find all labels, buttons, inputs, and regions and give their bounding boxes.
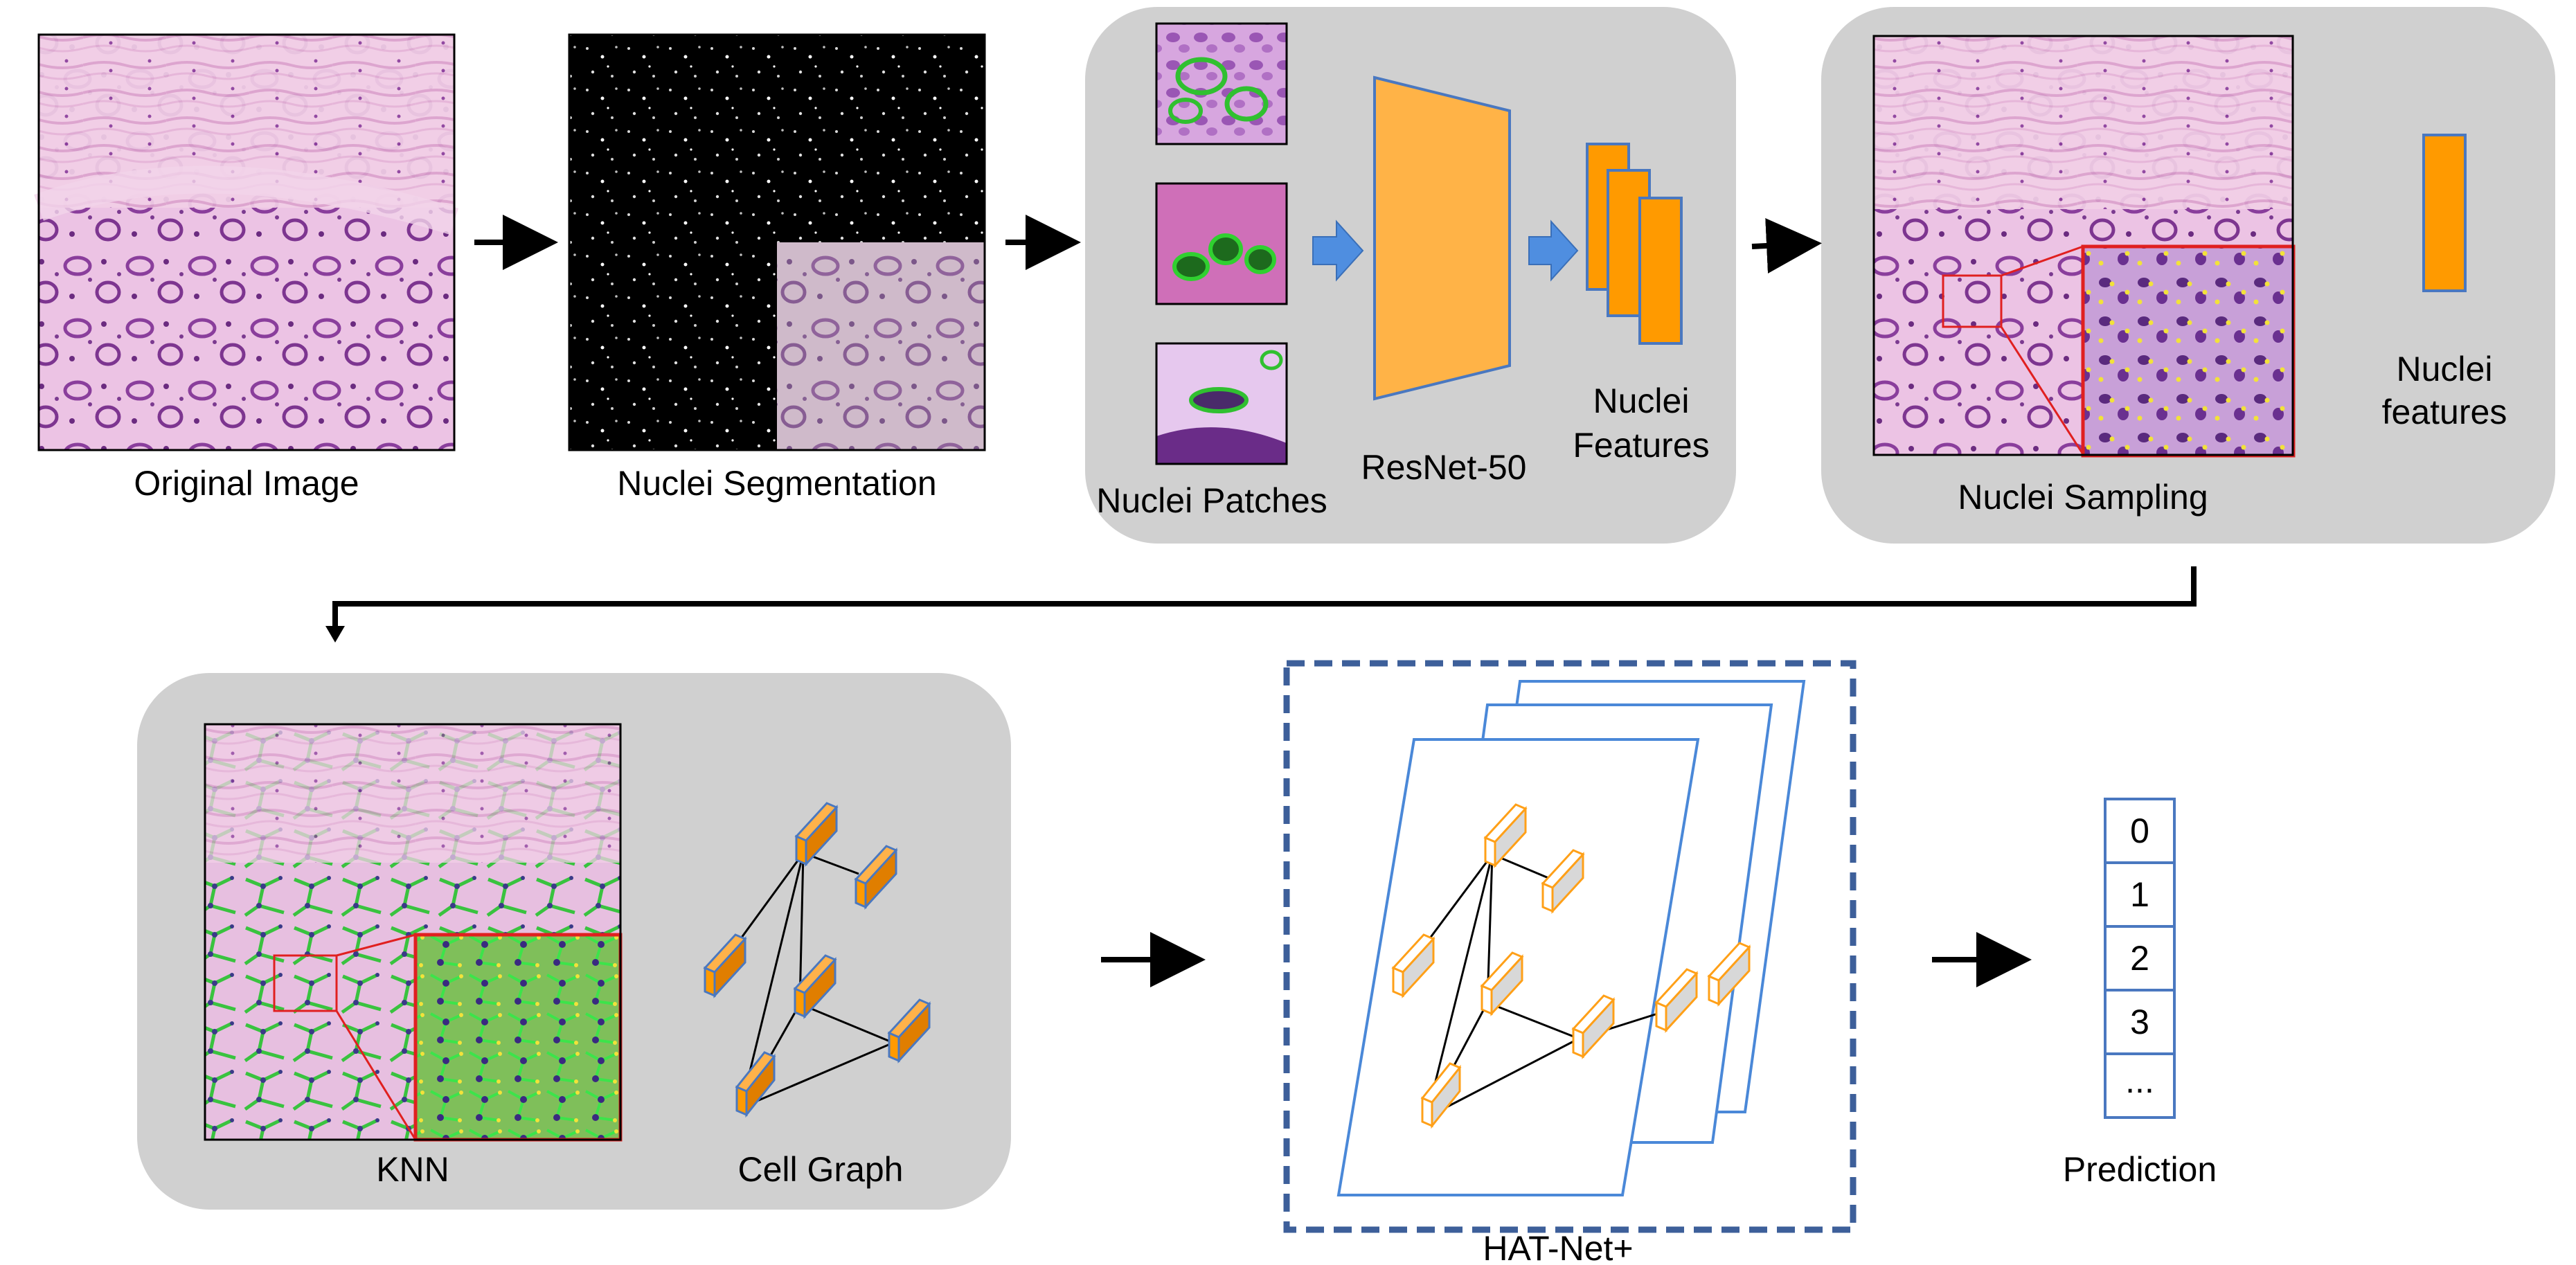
original-image-label: Original Image bbox=[134, 464, 359, 503]
nuclei-patch-1 bbox=[1155, 22, 1288, 145]
sampled-features-label-line2: features bbox=[2382, 393, 2507, 431]
prediction-value: 2 bbox=[2130, 939, 2149, 978]
prediction-cell bbox=[2104, 798, 2176, 864]
nuclei-features-label-line1: Nuclei bbox=[1593, 382, 1690, 420]
prediction-cell bbox=[2104, 925, 2176, 992]
blue-arrow-to-resnet bbox=[1312, 219, 1364, 282]
nuclei-features-label-line2: Features bbox=[1573, 426, 1709, 465]
prediction-value: 3 bbox=[2130, 1003, 2149, 1041]
nuclei-segmentation-image bbox=[568, 33, 986, 451]
nuclei-patch-3 bbox=[1155, 342, 1288, 465]
nuclei-patches-label: Nuclei Patches bbox=[1096, 481, 1327, 520]
nuclei-sampling-label: Nuclei Sampling bbox=[1958, 478, 2208, 517]
hatnet-graph-layers bbox=[1336, 680, 1806, 1196]
knn-image bbox=[204, 723, 623, 1142]
cell-graph bbox=[703, 802, 931, 1118]
nuclei-patch-2 bbox=[1155, 182, 1288, 305]
nuclei-segmentation-label: Nuclei Segmentation bbox=[617, 464, 936, 503]
nuclei-feature-vectors bbox=[1586, 143, 1683, 345]
sampled-features-label-line1: Nuclei bbox=[2397, 350, 2493, 388]
hatnet-label: HAT-Net+ bbox=[1483, 1229, 1633, 1265]
original-image bbox=[34, 33, 458, 451]
arrow-to-sampling bbox=[1751, 218, 1822, 273]
knn-label: KNN bbox=[376, 1150, 449, 1189]
sampled-nuclei-feature-vector bbox=[2422, 134, 2467, 292]
prediction-value: ... bbox=[2125, 1061, 2154, 1100]
blue-arrow-to-features bbox=[1528, 219, 1579, 282]
prediction-cell bbox=[2104, 1052, 2176, 1119]
resnet-50-label: ResNet-50 bbox=[1361, 448, 1527, 487]
prediction-column: 0 1 2 3 ... bbox=[2104, 798, 2176, 1119]
prediction-value: 0 bbox=[2130, 811, 2149, 850]
resnet-50-block bbox=[1373, 75, 1511, 401]
prediction-value: 1 bbox=[2130, 875, 2149, 914]
prediction-label: Prediction bbox=[2063, 1150, 2217, 1189]
nuclei-sampling-image bbox=[1872, 35, 2296, 458]
row-connector-arrow bbox=[332, 566, 2197, 630]
cell-graph-label: Cell Graph bbox=[738, 1150, 904, 1189]
row-connector-arrowhead bbox=[325, 626, 345, 643]
